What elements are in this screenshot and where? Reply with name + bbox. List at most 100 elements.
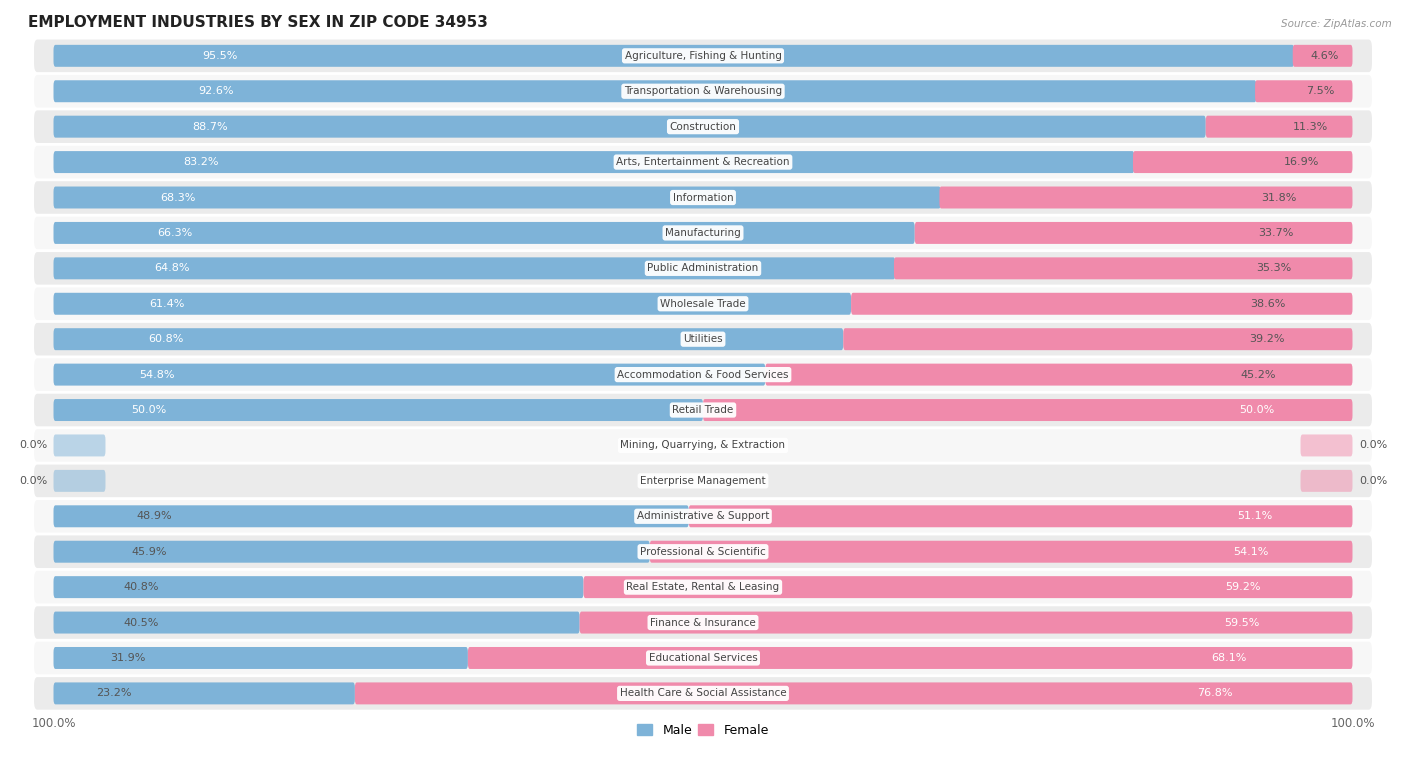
Text: Manufacturing: Manufacturing (665, 228, 741, 238)
Text: 83.2%: 83.2% (183, 157, 219, 167)
Text: 45.9%: 45.9% (132, 547, 167, 556)
Text: 31.9%: 31.9% (110, 653, 145, 663)
FancyBboxPatch shape (34, 571, 1372, 604)
Text: 0.0%: 0.0% (1360, 441, 1388, 450)
FancyBboxPatch shape (34, 40, 1372, 72)
Text: Accommodation & Food Services: Accommodation & Food Services (617, 369, 789, 379)
FancyBboxPatch shape (53, 682, 354, 705)
Text: 76.8%: 76.8% (1198, 688, 1233, 698)
Text: Transportation & Warehousing: Transportation & Warehousing (624, 86, 782, 96)
Text: 54.1%: 54.1% (1233, 547, 1268, 556)
FancyBboxPatch shape (468, 647, 1353, 669)
Text: 0.0%: 0.0% (18, 476, 46, 486)
Text: 38.6%: 38.6% (1250, 299, 1286, 309)
Text: Educational Services: Educational Services (648, 653, 758, 663)
Text: 45.2%: 45.2% (1240, 369, 1275, 379)
FancyBboxPatch shape (53, 505, 689, 527)
FancyBboxPatch shape (34, 500, 1372, 532)
FancyBboxPatch shape (34, 606, 1372, 639)
FancyBboxPatch shape (34, 75, 1372, 108)
FancyBboxPatch shape (844, 328, 1353, 350)
FancyBboxPatch shape (34, 359, 1372, 391)
FancyBboxPatch shape (1256, 80, 1353, 102)
Text: Construction: Construction (669, 122, 737, 132)
Text: 0.0%: 0.0% (1360, 476, 1388, 486)
Text: 68.3%: 68.3% (160, 192, 195, 203)
FancyBboxPatch shape (53, 222, 915, 244)
FancyBboxPatch shape (1133, 151, 1353, 173)
FancyBboxPatch shape (53, 186, 941, 209)
Legend: Male, Female: Male, Female (633, 719, 773, 742)
Text: 33.7%: 33.7% (1258, 228, 1294, 238)
FancyBboxPatch shape (53, 364, 765, 386)
FancyBboxPatch shape (650, 541, 1353, 563)
Text: 0.0%: 0.0% (18, 441, 46, 450)
FancyBboxPatch shape (53, 80, 1257, 102)
FancyBboxPatch shape (34, 429, 1372, 462)
FancyBboxPatch shape (34, 535, 1372, 568)
FancyBboxPatch shape (1292, 45, 1353, 67)
Text: EMPLOYMENT INDUSTRIES BY SEX IN ZIP CODE 34953: EMPLOYMENT INDUSTRIES BY SEX IN ZIP CODE… (28, 15, 488, 30)
FancyBboxPatch shape (689, 505, 1353, 527)
FancyBboxPatch shape (53, 328, 844, 350)
FancyBboxPatch shape (34, 110, 1372, 143)
Text: 50.0%: 50.0% (1239, 405, 1275, 415)
FancyBboxPatch shape (53, 399, 703, 421)
Text: 40.8%: 40.8% (124, 582, 159, 592)
Text: 54.8%: 54.8% (139, 369, 174, 379)
Text: 59.5%: 59.5% (1225, 618, 1260, 628)
Text: 68.1%: 68.1% (1211, 653, 1246, 663)
FancyBboxPatch shape (53, 45, 1294, 67)
FancyBboxPatch shape (583, 576, 1353, 598)
Text: Wholesale Trade: Wholesale Trade (661, 299, 745, 309)
Text: Finance & Insurance: Finance & Insurance (650, 618, 756, 628)
Text: Administrative & Support: Administrative & Support (637, 511, 769, 521)
FancyBboxPatch shape (53, 647, 468, 669)
Text: Enterprise Management: Enterprise Management (640, 476, 766, 486)
Text: 23.2%: 23.2% (96, 688, 132, 698)
FancyBboxPatch shape (53, 293, 851, 315)
FancyBboxPatch shape (34, 642, 1372, 674)
Text: Retail Trade: Retail Trade (672, 405, 734, 415)
FancyBboxPatch shape (1206, 116, 1353, 137)
Text: Mining, Quarrying, & Extraction: Mining, Quarrying, & Extraction (620, 441, 786, 450)
FancyBboxPatch shape (1301, 470, 1353, 492)
Text: Arts, Entertainment & Recreation: Arts, Entertainment & Recreation (616, 157, 790, 167)
FancyBboxPatch shape (53, 435, 105, 456)
FancyBboxPatch shape (53, 116, 1206, 137)
Text: Professional & Scientific: Professional & Scientific (640, 547, 766, 556)
Text: 7.5%: 7.5% (1306, 86, 1334, 96)
Text: Information: Information (672, 192, 734, 203)
Text: 35.3%: 35.3% (1256, 263, 1291, 273)
Text: Health Care & Social Assistance: Health Care & Social Assistance (620, 688, 786, 698)
FancyBboxPatch shape (53, 576, 583, 598)
FancyBboxPatch shape (34, 393, 1372, 426)
Text: 60.8%: 60.8% (148, 334, 184, 345)
Text: 92.6%: 92.6% (198, 86, 233, 96)
Text: 39.2%: 39.2% (1250, 334, 1285, 345)
FancyBboxPatch shape (53, 470, 105, 492)
Text: 51.1%: 51.1% (1237, 511, 1272, 521)
Text: 95.5%: 95.5% (202, 50, 238, 61)
FancyBboxPatch shape (703, 399, 1353, 421)
Text: Real Estate, Rental & Leasing: Real Estate, Rental & Leasing (627, 582, 779, 592)
Text: 88.7%: 88.7% (191, 122, 228, 132)
FancyBboxPatch shape (765, 364, 1353, 386)
Text: 4.6%: 4.6% (1310, 50, 1339, 61)
FancyBboxPatch shape (34, 323, 1372, 355)
FancyBboxPatch shape (34, 252, 1372, 285)
FancyBboxPatch shape (1301, 435, 1353, 456)
Text: 31.8%: 31.8% (1261, 192, 1296, 203)
FancyBboxPatch shape (34, 182, 1372, 214)
Text: 48.9%: 48.9% (136, 511, 172, 521)
FancyBboxPatch shape (34, 146, 1372, 178)
FancyBboxPatch shape (53, 541, 650, 563)
Text: Agriculture, Fishing & Hunting: Agriculture, Fishing & Hunting (624, 50, 782, 61)
FancyBboxPatch shape (851, 293, 1353, 315)
FancyBboxPatch shape (53, 151, 1135, 173)
FancyBboxPatch shape (894, 258, 1353, 279)
Text: 11.3%: 11.3% (1294, 122, 1329, 132)
Text: 66.3%: 66.3% (157, 228, 193, 238)
Text: 40.5%: 40.5% (124, 618, 159, 628)
Text: 16.9%: 16.9% (1284, 157, 1320, 167)
